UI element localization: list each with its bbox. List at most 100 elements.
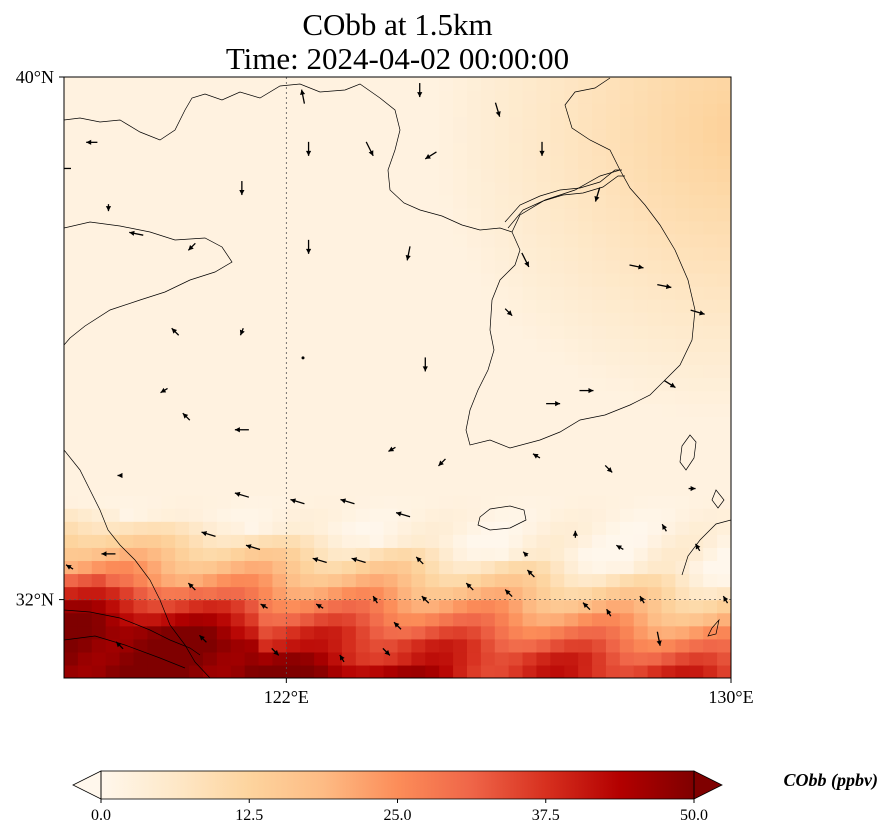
field-cell [77, 246, 93, 261]
field-cell [300, 521, 315, 535]
field-cell [592, 612, 607, 627]
field-cell [147, 560, 162, 575]
field-cell [230, 521, 246, 535]
field-cell [258, 364, 274, 379]
field-cell [355, 403, 371, 418]
field-cell [508, 325, 524, 339]
field-cell [300, 625, 315, 640]
field-cell [619, 468, 635, 483]
field-cell [425, 103, 440, 117]
field-cell [605, 547, 621, 562]
field-cell [536, 286, 551, 300]
field-cell [272, 442, 287, 457]
field-cell [91, 651, 107, 666]
field-cell [480, 233, 496, 248]
field-cell [536, 103, 551, 117]
colorbar-gradient [101, 771, 694, 799]
field-cell [453, 338, 468, 352]
field-cell [133, 547, 148, 562]
field-cell [633, 599, 649, 614]
field-cell [216, 586, 232, 601]
field-cell [286, 612, 301, 627]
field-cell [328, 220, 343, 235]
field-cell [466, 495, 482, 509]
field-cell [675, 351, 690, 366]
field-cell [717, 416, 731, 431]
field-cell [453, 364, 468, 379]
field-cell [383, 547, 399, 562]
field-cell [439, 612, 454, 627]
field-cell [77, 664, 93, 678]
field-cell [216, 299, 232, 313]
field-cell [522, 168, 538, 183]
field-cell [91, 90, 107, 104]
field-cell [244, 534, 260, 548]
field-cell [466, 286, 482, 300]
field-cell [133, 246, 148, 261]
field-cell [536, 299, 551, 313]
field-cell [369, 416, 385, 431]
field-cell [689, 325, 704, 339]
field-cell [411, 521, 426, 535]
field-cell [133, 429, 148, 444]
field-cell [314, 220, 329, 235]
field-cell [425, 547, 440, 562]
field-cell [411, 390, 426, 405]
field-cell [661, 403, 677, 418]
field-cell [453, 129, 468, 143]
field-cell [77, 651, 93, 666]
field-cell [453, 194, 468, 209]
field-cell [633, 325, 649, 339]
field-cell [522, 207, 538, 222]
wind-arrow [245, 544, 261, 551]
field-cell [592, 442, 607, 457]
field-cell [661, 455, 677, 470]
field-cell [689, 129, 704, 143]
field-cell [536, 377, 551, 392]
field-cell [675, 612, 690, 627]
field-cell [647, 299, 663, 313]
field-cell [314, 612, 329, 627]
field-cell [564, 116, 579, 130]
wind-arrow [582, 602, 591, 611]
field-cell [494, 390, 510, 405]
field-cell [592, 429, 607, 444]
field-cell [161, 429, 176, 444]
field-cell [202, 390, 218, 405]
field-cell [286, 390, 301, 405]
field-cell [480, 560, 496, 575]
field-cell [522, 233, 538, 248]
field-cell [508, 299, 524, 313]
field-cell [314, 495, 329, 509]
field-cell [133, 482, 148, 496]
field-cell [272, 233, 287, 248]
field-cell [480, 416, 496, 431]
field-cell [175, 495, 190, 509]
field-cell [717, 194, 731, 209]
field-cell [328, 259, 343, 274]
field-cell [619, 312, 635, 326]
field-cell [147, 103, 162, 117]
field-cell [161, 586, 176, 601]
field-cell [397, 638, 412, 653]
field-cell [91, 246, 107, 261]
field-cell [175, 377, 190, 392]
field-cell [258, 468, 274, 483]
field-cell [439, 155, 454, 170]
field-cell [647, 547, 663, 562]
field-cell [550, 599, 565, 614]
field-cell [314, 233, 329, 248]
field-cell [536, 547, 551, 562]
field-cell [175, 442, 190, 457]
field-cell [105, 220, 121, 235]
field-cell [397, 612, 412, 627]
field-cell [453, 377, 468, 392]
field-cell [91, 338, 107, 352]
field-cell [439, 286, 454, 300]
field-cell [328, 312, 343, 326]
field-cell [189, 403, 204, 418]
field-cell [355, 116, 371, 130]
field-cell [592, 547, 607, 562]
field-cell [522, 129, 538, 143]
field-cell [647, 403, 663, 418]
